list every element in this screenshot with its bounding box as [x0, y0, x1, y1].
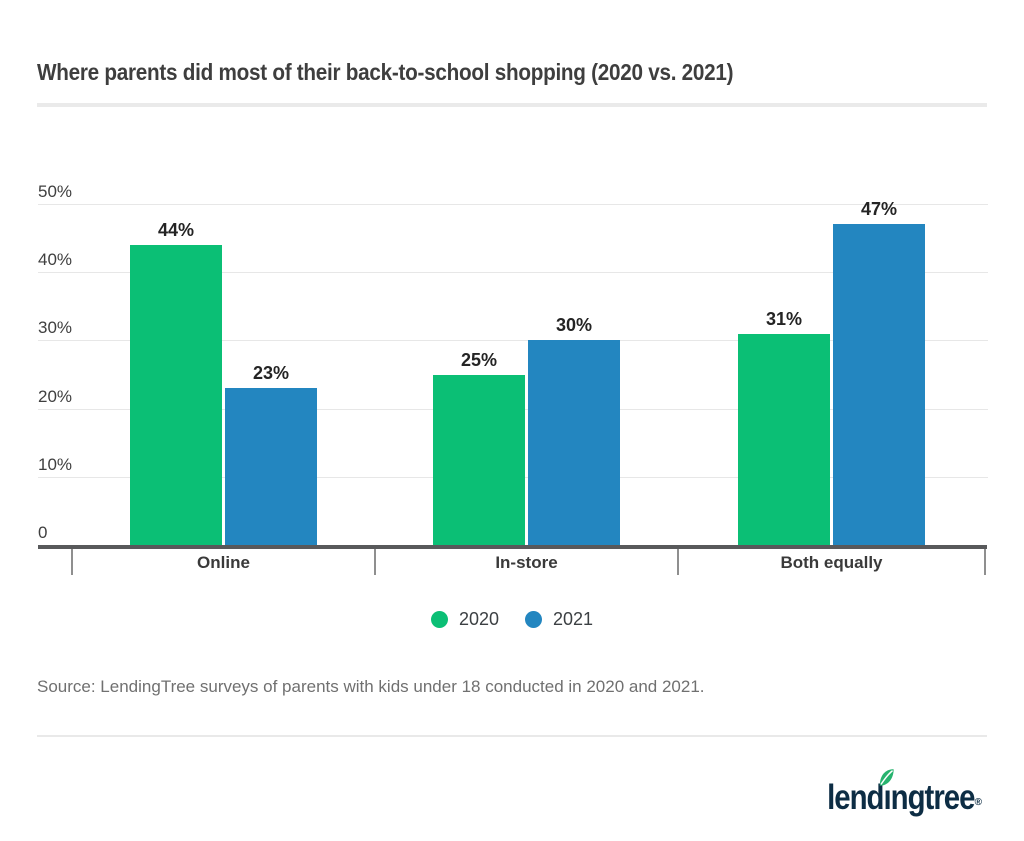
legend-dot-2021	[525, 611, 542, 628]
bar-value-label: 44%	[157, 219, 195, 240]
x-axis-category-label: In-store	[495, 553, 558, 572]
footer-divider	[37, 735, 987, 737]
x-axis-line	[38, 545, 987, 549]
y-axis-label: 0	[38, 523, 48, 542]
y-gridline	[38, 340, 988, 342]
bar-value-label: 31%	[765, 308, 803, 329]
y-gridline	[38, 204, 988, 205]
legend-series-label: 2021	[553, 609, 594, 629]
y-axis-label: 20%	[38, 386, 73, 406]
bar-2020-in-store	[433, 374, 525, 545]
page-title: Where parents did most of their back-to-…	[37, 59, 734, 85]
bar-2020-online	[130, 244, 222, 545]
x-axis-category-label: Both equally	[780, 553, 883, 572]
source-note: Source: LendingTree surveys of parents w…	[37, 677, 705, 696]
bar-chart: 50% 40% 30% 20% 10% 0 44% 23% Online 25% 30% In-sto…	[38, 182, 988, 575]
y-axis-label: 40%	[38, 250, 73, 270]
x-axis-category-label: Online	[197, 553, 250, 572]
bar-value-label: 47%	[860, 199, 898, 220]
legend-item-2021: 2021	[525, 609, 593, 630]
bar-2020-both-equally	[738, 333, 830, 545]
legend-series-label: 2020	[458, 609, 499, 629]
legend-item-2020: 2020	[430, 609, 499, 630]
registered-mark: ®	[974, 797, 982, 808]
bar-2021-online	[225, 388, 317, 545]
bar-2021-in-store	[528, 340, 620, 545]
lendingtree-wordmark: lendı ngtree	[827, 769, 976, 817]
x-axis-tick	[71, 549, 73, 575]
lendingtree-logo: lendı ngtree®	[799, 769, 982, 822]
y-axis-label: 50%	[38, 182, 73, 201]
leaf-icon	[878, 760, 896, 786]
y-gridline	[38, 272, 988, 274]
bar-value-label: 30%	[555, 315, 593, 336]
wordmark-segment: ngtree	[890, 778, 976, 817]
x-axis-tick	[374, 549, 376, 575]
bar-value-label: 23%	[252, 363, 290, 384]
bar-2021-both-equally	[833, 224, 925, 545]
wordmark-i: ı	[880, 769, 895, 815]
title-divider	[37, 103, 987, 107]
bar-value-label: 25%	[460, 349, 498, 370]
chart-legend: 2020 2021	[0, 609, 1024, 630]
x-axis-tick	[677, 549, 679, 575]
y-axis-label: 30%	[38, 318, 73, 338]
legend-dot-2020	[430, 611, 448, 628]
x-axis-tick	[984, 549, 986, 575]
y-axis-label: 10%	[38, 454, 73, 474]
wordmark-segment: lend	[827, 778, 884, 817]
